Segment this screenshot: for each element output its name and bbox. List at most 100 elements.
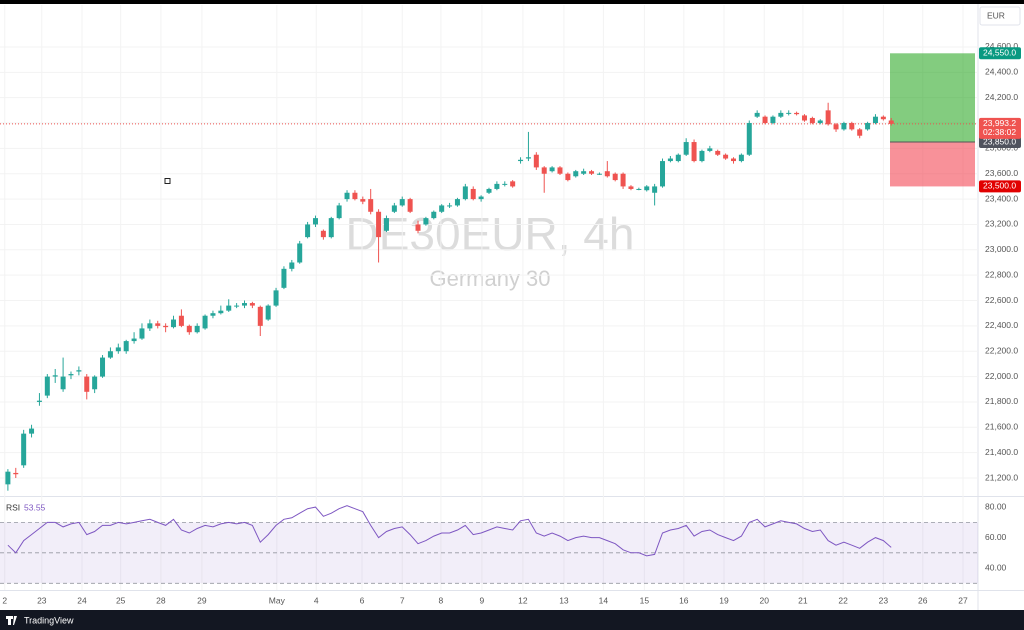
candle-body xyxy=(628,186,634,189)
candle-body xyxy=(131,338,137,342)
candle-body xyxy=(533,154,539,168)
candle-body xyxy=(123,341,129,352)
candle-body xyxy=(289,262,295,269)
candle-body xyxy=(486,188,492,193)
profit-zone xyxy=(890,53,975,143)
candle-body xyxy=(21,433,27,466)
candle-body xyxy=(565,173,571,181)
candle-body xyxy=(809,117,815,124)
currency-label: EUR xyxy=(987,10,1005,20)
candle-body xyxy=(29,428,35,434)
candle-body xyxy=(281,268,287,288)
candle-body xyxy=(13,472,19,475)
y-tick-label: 24,200.0 xyxy=(985,92,1018,102)
rsi-tick-label: 60.00 xyxy=(985,532,1007,542)
candle-body xyxy=(786,112,792,114)
x-tick-label: 9 xyxy=(480,595,485,605)
candle-body xyxy=(115,347,121,352)
y-tick-label: 23,600.0 xyxy=(985,168,1018,178)
candle-body xyxy=(202,315,208,329)
x-tick-label: 22 xyxy=(838,595,848,605)
x-tick-label: 23 xyxy=(879,595,889,605)
candle-body xyxy=(746,123,752,155)
candle-body xyxy=(699,150,705,162)
x-tick-label: 29 xyxy=(197,595,207,605)
candle-body xyxy=(817,120,823,124)
stop-box xyxy=(979,180,1021,193)
stop-label: 23,500.0 xyxy=(983,181,1016,191)
brand-name: TradingView xyxy=(24,615,74,625)
candle-body xyxy=(454,199,460,206)
candle-body xyxy=(447,205,453,207)
candle-body xyxy=(652,186,658,193)
x-tick-label: 12 xyxy=(518,595,528,605)
candle-body xyxy=(92,376,98,390)
countdown-label: 02:38:02 xyxy=(983,127,1016,137)
candle-body xyxy=(36,400,42,402)
candle-body xyxy=(383,218,389,231)
y-tick-label: 23,200.0 xyxy=(985,219,1018,229)
y-tick-label: 22,400.0 xyxy=(985,320,1018,330)
candle-body xyxy=(249,303,255,306)
candle-body xyxy=(147,323,153,329)
candle-body xyxy=(888,120,894,124)
candle-body xyxy=(376,211,382,238)
candle-body xyxy=(581,171,587,174)
candle-body xyxy=(218,310,224,314)
candle-body xyxy=(770,116,776,124)
candle-body xyxy=(502,183,508,185)
candle-body xyxy=(738,154,744,162)
candle-body xyxy=(407,199,413,212)
candle-body xyxy=(801,115,807,121)
candle-body xyxy=(557,167,563,174)
candle-body xyxy=(841,123,847,130)
candle-body xyxy=(620,173,626,187)
y-tick-label: 22,000.0 xyxy=(985,371,1018,381)
y-tick-label: 22,800.0 xyxy=(985,269,1018,279)
y-tick-label: 21,200.0 xyxy=(985,472,1018,482)
x-tick-label: 25 xyxy=(116,595,126,605)
candle-body xyxy=(825,110,831,125)
candle-body xyxy=(794,112,800,115)
currency-box[interactable] xyxy=(979,6,1021,26)
candle-body xyxy=(589,171,595,174)
candle-body xyxy=(439,205,445,212)
candle-body xyxy=(573,171,579,177)
candle-body xyxy=(880,116,886,120)
entry-box xyxy=(979,136,1021,149)
rsi-band xyxy=(0,522,978,584)
candle-body xyxy=(872,116,878,124)
y-tick-label: 22,200.0 xyxy=(985,345,1018,355)
candle-body xyxy=(833,124,839,130)
candle-body xyxy=(155,323,161,326)
candle-body xyxy=(660,161,666,187)
candle-body xyxy=(84,376,90,392)
candle-body xyxy=(107,351,113,358)
x-tick-label: 13 xyxy=(559,595,569,605)
target-box xyxy=(979,47,1021,60)
last-price-box xyxy=(979,117,1021,139)
rsi-value: 53.55 xyxy=(24,502,46,512)
candle-body xyxy=(478,196,484,200)
candle-body xyxy=(226,305,232,311)
loss-zone xyxy=(890,142,975,187)
background xyxy=(0,4,1024,610)
candle-body xyxy=(265,305,271,320)
candle-body xyxy=(494,183,500,189)
candle-body xyxy=(336,205,342,219)
candle-body xyxy=(399,199,405,206)
candle-body xyxy=(257,306,263,326)
drawing-handle[interactable] xyxy=(164,178,171,184)
x-tick-label: 26 xyxy=(918,595,928,605)
candle-body xyxy=(305,224,311,238)
y-tick-label: 23,000.0 xyxy=(985,244,1018,254)
x-tick-label: 28 xyxy=(156,595,166,605)
symbol-name-watermark: Germany 30 xyxy=(429,266,550,291)
candle-body xyxy=(667,158,673,162)
candle-body xyxy=(242,303,247,306)
candle-body xyxy=(360,199,366,202)
x-tick-label: 21 xyxy=(798,595,808,605)
candle-body xyxy=(312,218,318,225)
candle-body xyxy=(5,471,11,485)
